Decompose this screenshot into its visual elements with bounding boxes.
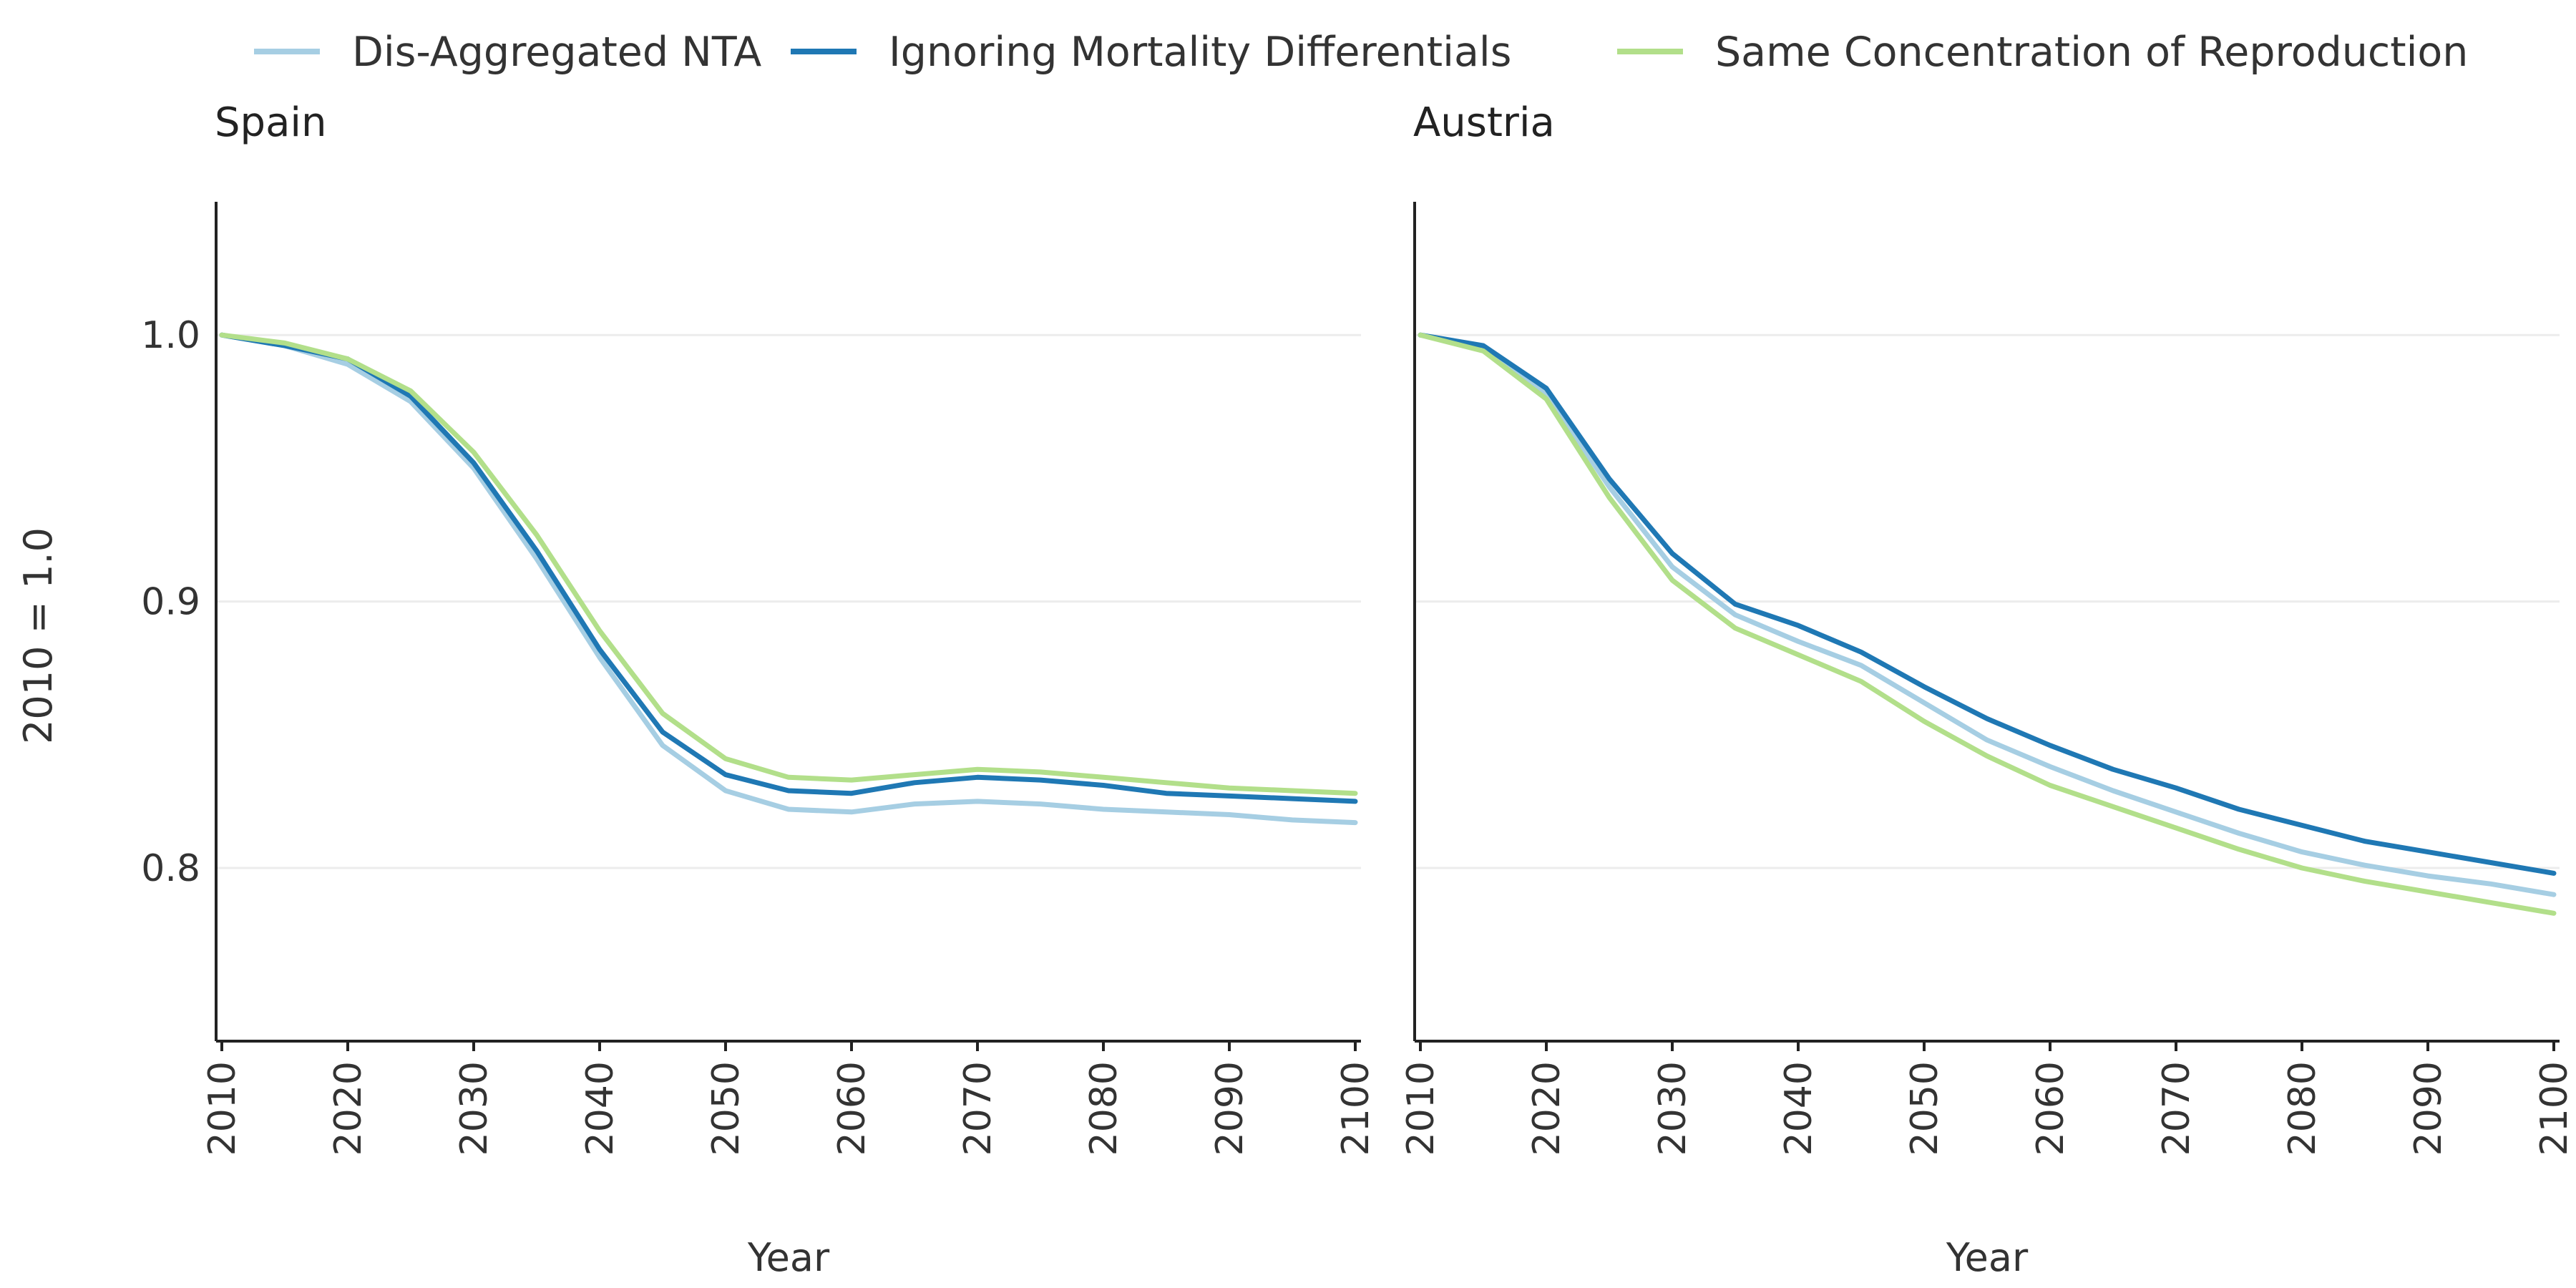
series-line-dis-aggregated-nta (219, 332, 1358, 826)
series-line-same-concentration-of-reproduction (219, 332, 1358, 796)
panel-spain: Spain 0.8 0.9 1.0 2010 2020 2030 2040 2050 2060 20… (16, 99, 1377, 1280)
x-tick-label: 2070 (2155, 1061, 2198, 1156)
panel-title: Austria (1413, 99, 1555, 146)
x-tick-label: 2100 (2533, 1061, 2576, 1156)
x-axis-title: Year (747, 1235, 830, 1280)
legend-label: Ignoring Mortality Differentials (889, 29, 1511, 76)
x-tick-label: 2040 (579, 1061, 622, 1156)
x-tick-label: 2080 (2281, 1061, 2324, 1156)
x-axis-title: Year (1946, 1235, 2029, 1280)
x-tick-label: 2020 (1526, 1061, 1568, 1156)
x-tick-label: 2090 (2407, 1061, 2450, 1156)
x-tick-label: 2060 (831, 1061, 874, 1156)
series-line-dis-aggregated-nta (1418, 332, 2557, 897)
x-tick-label: 2100 (1335, 1061, 1377, 1156)
legend-label: Same Concentration of Reproduction (1715, 29, 2468, 76)
x-tick-label: 2010 (201, 1061, 244, 1156)
series-line-same-concentration-of-reproduction (1418, 332, 2557, 916)
x-tick-label: 2070 (957, 1061, 1000, 1156)
y-tick-label: 0.9 (141, 581, 200, 624)
x-tick-label: 2050 (705, 1061, 748, 1156)
x-tick-label: 2030 (453, 1061, 496, 1156)
y-tick-label: 0.8 (141, 847, 200, 890)
panel-title: Spain (215, 99, 326, 146)
panel-austria: Austria 2010 2020 2030 2040 2050 2060 2070 2080 2… (1400, 99, 2576, 1280)
x-tick-label: 2020 (327, 1061, 370, 1156)
x-tick-label: 2080 (1083, 1061, 1126, 1156)
y-tick-label: 1.0 (141, 314, 200, 357)
x-tick-label: 2040 (1777, 1061, 1820, 1156)
x-tick-label: 2010 (1400, 1061, 1443, 1156)
legend: Dis-Aggregated NTA Ignoring Mortality Dif… (254, 29, 2468, 76)
series-line-ignoring-mortality-differentials (219, 332, 1358, 804)
x-tick-label: 2050 (1903, 1061, 1946, 1156)
x-tick-label: 2090 (1209, 1061, 1252, 1156)
legend-label: Dis-Aggregated NTA (352, 29, 761, 76)
x-tick-label: 2060 (2029, 1061, 2072, 1156)
series-line-ignoring-mortality-differentials (1418, 332, 2557, 876)
y-axis-title: 2010 = 1.0 (16, 527, 61, 744)
x-tick-label: 2030 (1652, 1061, 1694, 1156)
